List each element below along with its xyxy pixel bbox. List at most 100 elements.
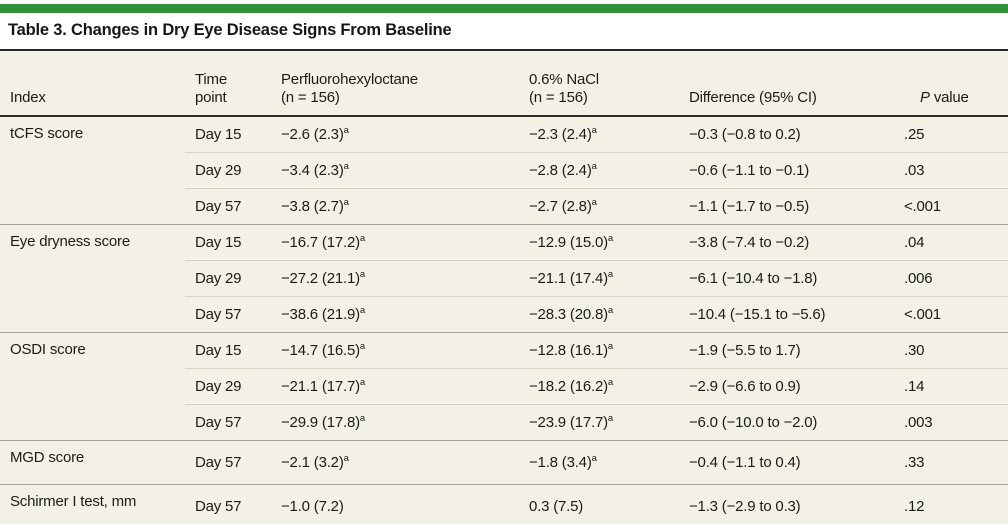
p-value-cell: .03: [894, 152, 1008, 189]
nacl-cell: 0.3 (7.5): [521, 484, 679, 524]
time-point-cell: Day 29: [185, 368, 273, 405]
perfluorohexyloctane-cell: −27.2 (21.1)a: [273, 260, 521, 297]
time-point-cell: Day 29: [185, 260, 273, 297]
time-point-cell: Day 15: [185, 332, 273, 369]
nacl-cell: −2.7 (2.8)a: [521, 188, 679, 225]
header-difference: Difference (95% CI): [679, 50, 894, 117]
header-nacl: 0.6% NaCl (n = 156): [521, 50, 679, 117]
header-index: Index: [0, 50, 185, 117]
footnote-marker: a: [607, 305, 614, 316]
p-value-cell: <.001: [894, 296, 1008, 333]
header-time-line2: point: [195, 89, 227, 107]
table-row: OSDI score Day 15 −14.7 (16.5)a −12.8 (16.1…: [0, 332, 1008, 441]
table-row: Schirmer I test, mm Day 57 −1.0 (7.2) 0.3 (…: [0, 484, 1008, 524]
index-cell: OSDI score: [0, 332, 185, 441]
table-row: Eye dryness score Day 15 −16.7 (17.2)a −12.…: [0, 224, 1008, 333]
accent-bar: [0, 4, 1008, 13]
nacl-cell: −21.1 (17.4)a: [521, 260, 679, 297]
p-value-cell: .14: [894, 368, 1008, 405]
footnote-marker: a: [359, 341, 366, 352]
header-time-point: Time point: [185, 50, 273, 117]
perfluorohexyloctane-cell: −14.7 (16.5)a: [273, 332, 521, 369]
p-value-cell: .04: [894, 224, 1008, 261]
difference-cell: −6.1 (−10.4 to −1.8): [679, 260, 894, 297]
nacl-cell: −23.9 (17.7)a: [521, 404, 679, 441]
footnote-marker: a: [359, 377, 366, 388]
footnote-marker: a: [343, 197, 349, 208]
nacl-cell: −28.3 (20.8)a: [521, 296, 679, 333]
footnote-marker: a: [591, 453, 597, 464]
p-value-cell: .12: [894, 484, 1008, 524]
table-title: Table 3. Changes in Dry Eye Disease Sign…: [8, 21, 452, 39]
header-nacl-line2: (n = 156): [529, 89, 588, 107]
p-value-cell: .33: [894, 440, 1008, 485]
footnote-marker: a: [607, 377, 614, 388]
table-row: MGD score Day 57 −2.1 (3.2)a −1.8 (3.4)a −0.…: [0, 440, 1008, 485]
time-point-cell: Day 57: [185, 440, 273, 485]
footnote-marker: a: [591, 125, 597, 136]
time-point-cell: Day 57: [185, 484, 273, 524]
table-row: tCFS score Day 15 −2.6 (2.3)a −2.3 (2.4)a −0…: [0, 116, 1008, 153]
time-point-cell: Day 29: [185, 152, 273, 189]
table-header: Index Time point Perfluorohexyloctane (n…: [0, 50, 1008, 117]
index-cell: Schirmer I test, mm: [0, 484, 185, 524]
time-point-cell: Day 57: [185, 188, 273, 225]
time-point-cell: Day 57: [185, 404, 273, 441]
table-row: Day 57 −3.8 (2.7)a −2.7 (2.8)a −1.1 (−1.7 t…: [0, 188, 1008, 225]
table-row: Day 29 −27.2 (21.1)a −21.1 (17.4)a −6.1 (−1…: [0, 260, 1008, 297]
p-value-cell: .30: [894, 332, 1008, 369]
difference-cell: −10.4 (−15.1 to −5.6): [679, 296, 894, 333]
header-nacl-line1: 0.6% NaCl: [529, 70, 599, 88]
nacl-cell: −12.9 (15.0)a: [521, 224, 679, 261]
perfluorohexyloctane-cell: −16.7 (17.2)a: [273, 224, 521, 261]
perfluorohexyloctane-cell: −2.1 (3.2)a: [273, 440, 521, 485]
footnote-marker: a: [343, 161, 349, 172]
table-body: tCFS score Day 15 −2.6 (2.3)a −2.3 (2.4)a −0…: [0, 116, 1008, 524]
difference-cell: −0.4 (−1.1 to 0.4): [679, 440, 894, 485]
footnote-marker: a: [591, 197, 597, 208]
perfluorohexyloctane-cell: −2.6 (2.3)a: [281, 125, 349, 143]
header-pfhx-line1: Perfluorohexyloctane: [281, 70, 418, 88]
p-value-cell: .006: [894, 260, 1008, 297]
nacl-cell: −2.3 (2.4)a: [529, 125, 597, 143]
header-perfluorohexyloctane: Perfluorohexyloctane (n = 156): [273, 50, 521, 117]
table-row: Day 29 −3.4 (2.3)a −2.8 (2.4)a −0.6 (−1.1 t…: [0, 152, 1008, 189]
footnote-marker: a: [607, 341, 614, 352]
perfluorohexyloctane-cell: −21.1 (17.7)a: [273, 368, 521, 405]
footnote-marker: a: [607, 269, 614, 280]
p-value-cell: .003: [894, 404, 1008, 441]
p-rest: value: [933, 89, 969, 107]
difference-cell: −3.8 (−7.4 to −0.2): [679, 224, 894, 261]
difference-cell: −2.9 (−6.6 to 0.9): [679, 368, 894, 405]
nacl-cell: −1.8 (3.4)a: [521, 440, 679, 485]
time-point-cell: Day 15: [195, 126, 242, 143]
footnote-marker: a: [359, 269, 366, 280]
footnote-marker: a: [343, 125, 349, 136]
table-row: Day 57 −38.6 (21.9)a −28.3 (20.8)a −10.4 (−…: [0, 296, 1008, 333]
time-point-cell: Day 57: [185, 296, 273, 333]
footnote-marker: a: [359, 305, 366, 316]
difference-cell: −6.0 (−10.0 to −2.0): [679, 404, 894, 441]
p-value-cell: .25: [904, 126, 925, 143]
difference-cell: −1.1 (−1.7 to −0.5): [679, 188, 894, 225]
footnote-marker: a: [343, 453, 349, 464]
data-table: Index Time point Perfluorohexyloctane (n…: [0, 49, 1008, 524]
time-point-cell: Day 15: [185, 224, 273, 261]
index-cell: Eye dryness score: [0, 224, 185, 333]
perfluorohexyloctane-cell: −1.0 (7.2): [273, 484, 521, 524]
footnote-marker: a: [607, 413, 614, 424]
perfluorohexyloctane-cell: −38.6 (21.9)a: [273, 296, 521, 333]
footnote-marker: a: [359, 233, 366, 244]
nacl-cell: −18.2 (16.2)a: [521, 368, 679, 405]
footnote-marker: a: [591, 161, 597, 172]
header-time-line1: Time: [195, 70, 227, 88]
perfluorohexyloctane-cell: −29.9 (17.8)a: [273, 404, 521, 441]
difference-cell: −0.6 (−1.1 to −0.1): [679, 152, 894, 189]
difference-cell: −1.9 (−5.5 to 1.7): [679, 332, 894, 369]
difference-cell: −1.3 (−2.9 to 0.3): [679, 484, 894, 524]
footnote-marker: a: [359, 413, 366, 424]
difference-cell: −0.3 (−0.8 to 0.2): [689, 126, 801, 143]
index-cell: MGD score: [0, 440, 185, 485]
